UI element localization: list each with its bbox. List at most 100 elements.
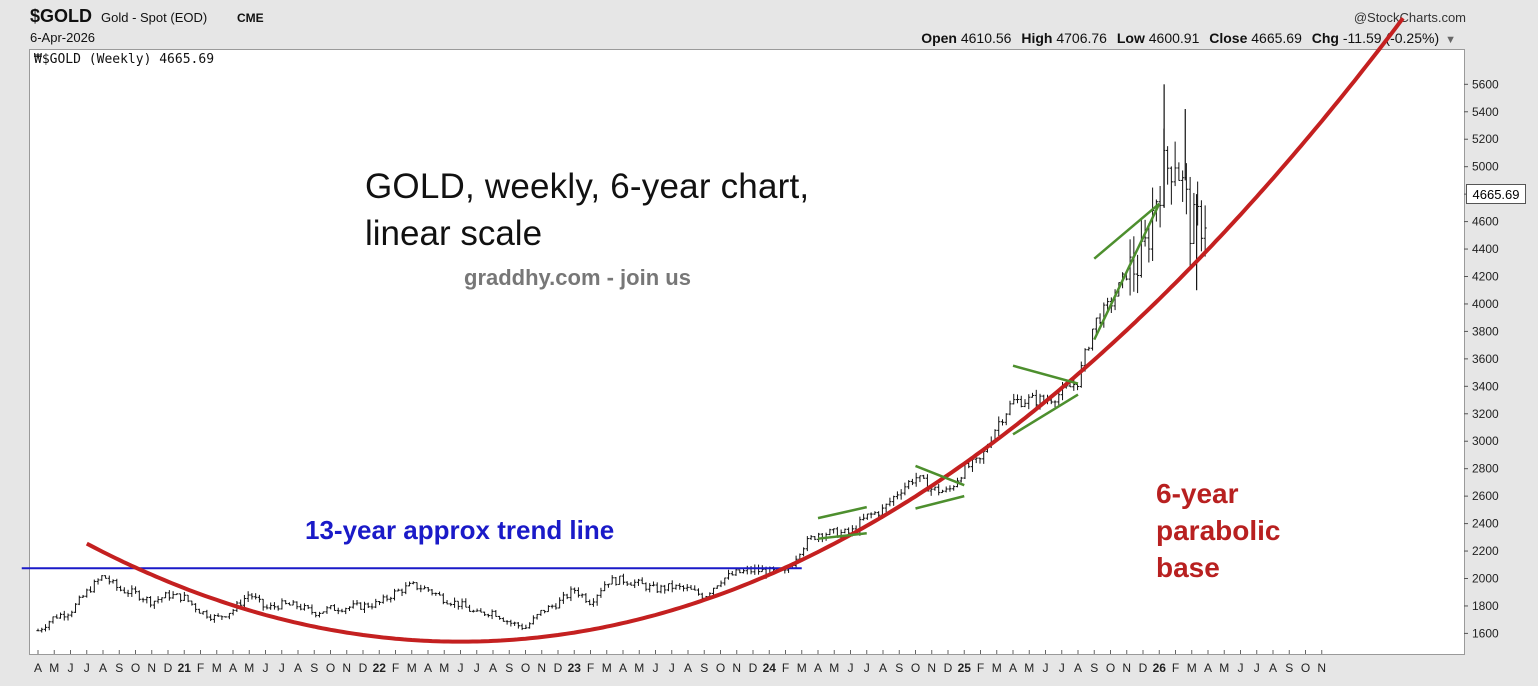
x-tick-label: S <box>895 661 903 675</box>
chevron-down-icon[interactable]: ▼ <box>1445 34 1456 46</box>
x-tick-label: M <box>992 661 1002 675</box>
legend-text: $GOLD (Weekly) 4665.69 <box>41 52 215 67</box>
x-tick-label: 25 <box>958 661 972 675</box>
x-tick-label: J <box>263 661 269 675</box>
y-tick-label: 5400 <box>1472 105 1499 119</box>
x-tick-label: A <box>1074 661 1082 675</box>
x-tick-label: J <box>68 661 74 675</box>
y-tick-label: 2800 <box>1472 462 1499 476</box>
y-tick-label: 1600 <box>1472 626 1499 640</box>
x-tick-label: S <box>115 661 123 675</box>
x-tick-label: A <box>1269 661 1277 675</box>
x-tick-label: J <box>1043 661 1049 675</box>
x-tick-label: F <box>1172 661 1179 675</box>
x-tick-label: A <box>814 661 822 675</box>
x-tick-label: S <box>1090 661 1098 675</box>
x-tick-label: J <box>848 661 854 675</box>
pattern-line <box>1093 203 1161 341</box>
x-tick-label: M <box>1024 661 1034 675</box>
annotation-parabola-line2: parabolic <box>1156 515 1281 546</box>
ohlc-readout: Open 4610.56 High 4706.76 Low 4600.91 Cl… <box>921 30 1456 46</box>
x-tick-label: F <box>392 661 399 675</box>
parabolic-base-curve <box>85 16 1405 644</box>
x-tick-label: M <box>829 661 839 675</box>
x-tick-label: D <box>359 661 368 675</box>
x-tick-label: M <box>244 661 254 675</box>
high-value: 4706.76 <box>1056 30 1107 46</box>
y-tick-label: 2600 <box>1472 489 1499 503</box>
x-tick-label: A <box>879 661 887 675</box>
x-tick-label: J <box>279 661 285 675</box>
x-tick-label: D <box>1139 661 1148 675</box>
y-tick-label: 4200 <box>1472 270 1499 284</box>
x-tick-label: F <box>587 661 594 675</box>
close-value: 4665.69 <box>1251 30 1302 46</box>
y-tick-label: 1800 <box>1472 599 1499 613</box>
x-tick-label: A <box>424 661 432 675</box>
x-tick-label: M <box>49 661 59 675</box>
x-tick-label: N <box>342 661 351 675</box>
x-tick-label: A <box>34 661 42 675</box>
x-tick-label: J <box>1254 661 1260 675</box>
x-tick-label: A <box>489 661 497 675</box>
x-tick-label: J <box>864 661 870 675</box>
x-tick-label: O <box>716 661 725 675</box>
annotation-title-line1: GOLD, weekly, 6-year chart, <box>365 167 810 206</box>
x-tick-label: O <box>131 661 140 675</box>
x-tick-label: A <box>684 661 692 675</box>
open-value: 4610.56 <box>960 30 1012 46</box>
x-tick-label: 23 <box>568 661 582 675</box>
x-tick-label: J <box>474 661 480 675</box>
chg-value: -11.59 (-0.25%) <box>1342 30 1440 46</box>
x-tick-label: J <box>458 661 464 675</box>
x-tick-label: N <box>1317 661 1326 675</box>
x-tick-label: M <box>1187 661 1197 675</box>
y-tick-label: 3400 <box>1472 379 1499 393</box>
y-tick-label: 2400 <box>1472 517 1499 531</box>
y-tick-label: 3200 <box>1472 407 1499 421</box>
x-tick-label: 24 <box>763 661 777 675</box>
x-tick-label: N <box>147 661 156 675</box>
x-tick-label: A <box>229 661 237 675</box>
x-tick-label: J <box>669 661 675 675</box>
plot-area <box>29 49 1465 655</box>
y-tick-label: 3000 <box>1472 434 1499 448</box>
x-tick-label: D <box>944 661 953 675</box>
y-tick-label: 5000 <box>1472 160 1499 174</box>
close-label: Close <box>1209 30 1248 46</box>
x-tick-label: O <box>521 661 530 675</box>
x-tick-label: D <box>164 661 173 675</box>
y-tick-label: 5600 <box>1472 77 1499 91</box>
x-tick-label: S <box>1285 661 1293 675</box>
y-tick-label: 4400 <box>1472 242 1499 256</box>
x-tick-label: O <box>326 661 335 675</box>
x-tick-label: M <box>439 661 449 675</box>
x-tick-label: A <box>1009 661 1017 675</box>
x-tick-label: M <box>634 661 644 675</box>
pattern-line <box>817 505 868 520</box>
pattern-line <box>915 464 965 487</box>
y-tick-label: 3600 <box>1472 352 1499 366</box>
pattern-line <box>915 494 965 510</box>
header-date: 6-Apr-2026 <box>30 30 96 45</box>
annotation-title-line2: linear scale <box>365 214 543 253</box>
x-tick-label: O <box>1301 661 1310 675</box>
low-label: Low <box>1116 30 1145 46</box>
y-tick-label: 5200 <box>1472 132 1499 146</box>
x-tick-label: O <box>1106 661 1115 675</box>
y-tick-label: 3800 <box>1472 324 1499 338</box>
pattern-line <box>1012 393 1079 436</box>
x-tick-label: M <box>797 661 807 675</box>
x-tick-label: A <box>294 661 302 675</box>
y-tick-label: 2000 <box>1472 572 1499 586</box>
x-tick-label: M <box>407 661 417 675</box>
x-tick-label: S <box>310 661 318 675</box>
legend-swatch-icon: ₩ <box>34 52 42 67</box>
x-tick-label: O <box>911 661 920 675</box>
x-tick-label: N <box>927 661 936 675</box>
x-tick-label: J <box>653 661 659 675</box>
x-tick-label: S <box>700 661 708 675</box>
high-label: High <box>1021 30 1053 46</box>
symbol-label: $GOLD <box>30 6 93 26</box>
